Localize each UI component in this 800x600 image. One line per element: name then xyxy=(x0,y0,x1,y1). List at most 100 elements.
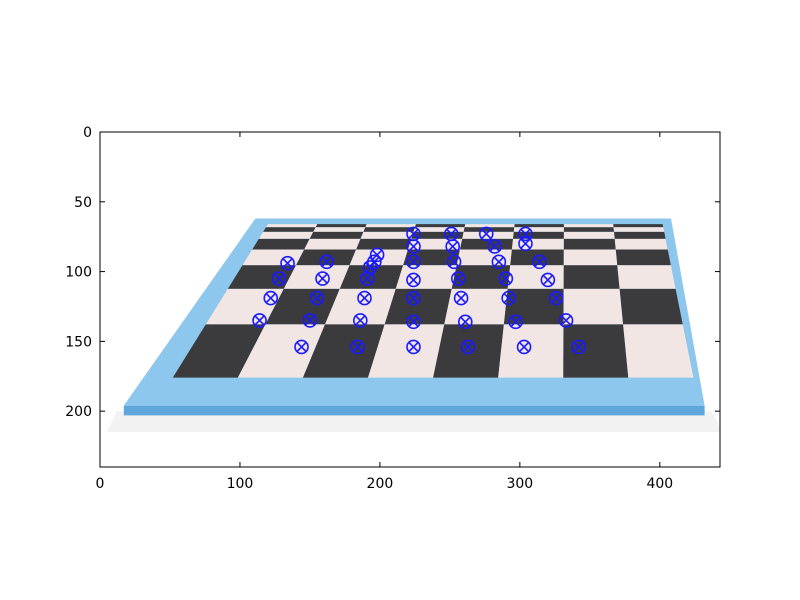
corner-marker xyxy=(558,313,574,328)
plot-frame xyxy=(99,131,721,468)
y-tick-label: 150 xyxy=(65,334,92,350)
corner-marker xyxy=(406,254,421,270)
board-square xyxy=(498,324,564,378)
board-square xyxy=(563,324,629,378)
corner-marker xyxy=(571,339,586,355)
corner-marker xyxy=(406,290,421,306)
board-square xyxy=(302,324,385,378)
corner-marker xyxy=(498,271,514,286)
board-square xyxy=(563,224,614,228)
board-square xyxy=(613,224,664,228)
board-square xyxy=(615,249,671,266)
corner-marker xyxy=(446,254,462,270)
board-square xyxy=(623,324,694,378)
board-square xyxy=(613,227,665,232)
board-square xyxy=(511,238,564,250)
corner-marker xyxy=(548,290,564,306)
board-square xyxy=(172,324,266,378)
corner-marker xyxy=(518,236,533,251)
corner-marker xyxy=(501,290,516,306)
corner-marker xyxy=(532,254,547,270)
corner-marker xyxy=(457,314,473,330)
board-square xyxy=(614,238,668,250)
board-square xyxy=(237,324,326,378)
board-square xyxy=(510,249,564,266)
board-square xyxy=(384,288,452,325)
board-square xyxy=(451,265,511,289)
board-square xyxy=(513,227,564,232)
x-tick-label: 100 xyxy=(227,476,254,492)
board-square xyxy=(563,288,624,325)
corner-marker xyxy=(319,254,335,270)
board-square xyxy=(395,265,457,289)
corner-marker xyxy=(353,313,368,328)
corner-marker xyxy=(508,314,523,330)
board-square xyxy=(363,227,415,232)
board-square xyxy=(315,224,367,228)
y-tick-label: 0 xyxy=(83,125,92,141)
corner-marker xyxy=(315,271,330,286)
x-tick-label: 0 xyxy=(96,476,105,492)
markers xyxy=(252,226,586,355)
corner-marker xyxy=(516,339,532,355)
corner-marker xyxy=(450,271,466,286)
board-square xyxy=(444,288,508,325)
board-square xyxy=(360,231,414,239)
corner-marker xyxy=(357,290,372,306)
y-tick-label: 200 xyxy=(65,404,92,420)
board-square xyxy=(263,227,316,232)
board-shadow xyxy=(106,411,720,433)
board-square xyxy=(227,265,297,289)
corner-marker xyxy=(294,339,309,355)
board-square xyxy=(464,224,515,228)
board-square xyxy=(325,288,396,325)
corner-marker xyxy=(460,339,476,355)
board-square xyxy=(563,265,620,289)
corner-marker xyxy=(406,239,421,254)
corner-marker xyxy=(252,313,267,328)
board-square xyxy=(266,224,318,228)
board-image xyxy=(106,218,720,433)
board-square xyxy=(258,231,314,239)
corner-marker xyxy=(350,339,365,355)
board-square xyxy=(563,231,615,239)
corner-marker xyxy=(406,339,421,355)
x-tick-label: 200 xyxy=(367,476,394,492)
board-square xyxy=(304,238,361,250)
board-square xyxy=(617,265,676,289)
board-square xyxy=(463,227,515,232)
corner-marker xyxy=(453,290,469,306)
x-tick-label: 300 xyxy=(506,476,533,492)
y-axis: 0 50 100 150 200 xyxy=(65,125,720,420)
board-square xyxy=(413,227,465,232)
board-square xyxy=(433,324,504,378)
corner-marker xyxy=(280,255,295,271)
corner-marker xyxy=(540,272,556,288)
board-square xyxy=(309,231,364,239)
board-square xyxy=(252,238,310,250)
board-square xyxy=(563,249,618,266)
y-tick-label: 50 xyxy=(74,195,92,211)
corner-marker xyxy=(369,247,385,263)
board-square xyxy=(365,224,416,228)
board-square xyxy=(242,249,305,266)
corner-marker xyxy=(309,290,325,306)
y-tick-label: 100 xyxy=(65,265,92,281)
corner-marker xyxy=(491,254,507,270)
board-square xyxy=(356,238,412,250)
board-frame-edge xyxy=(123,405,705,416)
board-square xyxy=(265,288,340,325)
board-square xyxy=(339,265,404,289)
x-tick-label: 400 xyxy=(646,476,673,492)
board-square xyxy=(563,238,616,250)
board-square xyxy=(368,324,445,378)
board-square xyxy=(619,288,683,325)
corner-marker xyxy=(362,260,378,275)
board-square xyxy=(313,227,366,232)
board-square xyxy=(414,224,466,228)
board-square xyxy=(614,231,666,239)
corner-marker xyxy=(271,271,287,286)
board-square xyxy=(296,249,357,266)
board-square xyxy=(403,249,460,266)
